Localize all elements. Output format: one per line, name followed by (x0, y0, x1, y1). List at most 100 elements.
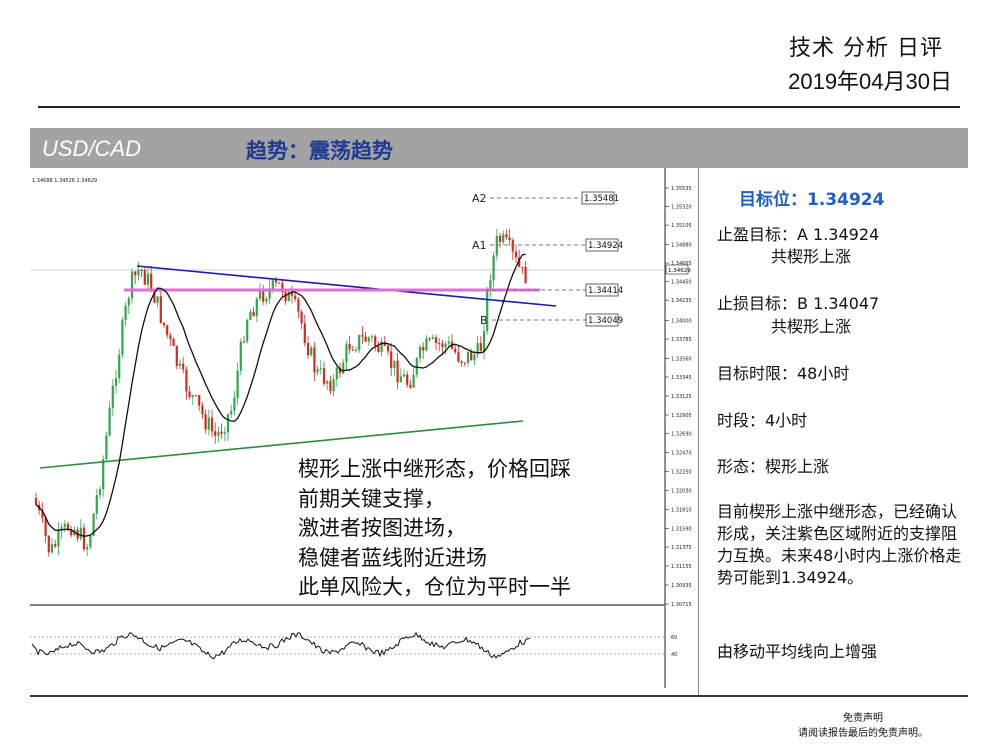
candle-body (92, 513, 95, 536)
candle-body (57, 530, 60, 547)
candle-body (441, 343, 444, 348)
candle-body (300, 311, 303, 324)
candle-body (185, 369, 188, 392)
candle-body (377, 346, 380, 353)
current-price-tag: 1.34629 (665, 264, 691, 275)
period: 时段：4小时 (717, 411, 808, 430)
candle-body (194, 395, 198, 397)
candle-body (156, 296, 159, 303)
candle-body (140, 269, 143, 271)
candle-body (70, 529, 73, 536)
y-tick-label: 1.34000 (671, 318, 692, 324)
level-box (585, 283, 619, 297)
candle-body (316, 368, 319, 373)
candle-body (412, 374, 415, 388)
candle-body (287, 291, 290, 302)
pair-banner: USD/CAD 趋势：震荡趋势 (30, 128, 968, 168)
candle-body (367, 337, 370, 342)
candle-body (380, 341, 383, 353)
candle-body (236, 370, 239, 399)
candle-body (204, 414, 207, 430)
candle-body (508, 237, 511, 241)
candle-body (319, 368, 322, 370)
level-box (585, 238, 619, 252)
candle-body (345, 344, 348, 363)
candle-body (127, 298, 130, 306)
candle-body (172, 338, 175, 347)
candle-body (390, 351, 393, 369)
y-tick-label: 1.35105 (671, 223, 692, 229)
stop-loss-note: 共楔形上涨 (771, 317, 852, 336)
analysis-text: 目前楔形上涨中继形态，已经确认形成，关注紫色区域附近的支撑阻力互换。未来48小时… (717, 502, 962, 587)
take-profit: 止盈目标：A 1.34924 (717, 225, 880, 244)
candle-body (44, 517, 47, 536)
candle-body (89, 535, 92, 548)
candle-body (434, 337, 438, 344)
candle-body (191, 395, 194, 398)
candle-body (514, 251, 518, 258)
candle-body (396, 360, 399, 383)
candle-body (82, 527, 86, 550)
level-name: A2 (472, 192, 487, 205)
chart-annotation: 楔形上涨中继形态，价格回踩 前期关键支撑， 激进者按图进场， 稳健者蓝线附近进场… (298, 455, 571, 603)
level-name: B (480, 314, 488, 327)
candle-body (495, 235, 498, 256)
candle-body (50, 544, 54, 553)
candle-body (118, 354, 121, 379)
candle-body (111, 385, 114, 408)
y-tick-label: 1.31155 (671, 564, 692, 570)
candle-body (108, 407, 111, 436)
candle-body (98, 489, 102, 496)
annotation-line-3: 激进者按图进场， (298, 516, 466, 540)
take-profit-note: 共楔形上涨 (771, 247, 852, 266)
currency-pair: USD/CAD (42, 136, 142, 161)
candle-body (422, 346, 425, 351)
candle-body (482, 331, 486, 352)
candle-body (457, 352, 460, 362)
trend-label: 趋势：震荡趋势 (246, 139, 393, 163)
candles (34, 228, 527, 557)
candle-body (265, 298, 268, 302)
level-value: 1.34414 (588, 286, 623, 296)
rsi-tick-label: 40 (671, 652, 677, 658)
candle-body (399, 376, 402, 383)
level-value: 1.34924 (588, 241, 623, 251)
candle-body (102, 459, 105, 490)
candle-body (511, 240, 514, 252)
stop-loss: 止损目标：B 1.34047 (717, 294, 880, 313)
disclaimer-title: 免责声明 (843, 713, 883, 724)
pattern: 形态：楔形上涨 (717, 457, 830, 476)
annotation-line-1: 楔形上涨中继形态，价格回踩 (298, 457, 571, 481)
candle-body (201, 405, 204, 415)
annotation-line-5: 此单风险大，仓位为平时一半 (298, 575, 571, 599)
y-axis-ticks: 1.35535 1.35320 1.35105 1.34880 1.34665 1.344… (665, 186, 692, 658)
candle-body (268, 288, 271, 299)
annotation-line-2: 前期关键支撑， (298, 486, 445, 511)
candle-body (124, 305, 127, 321)
moving-average-line (35, 253, 526, 537)
candle-body (438, 343, 441, 345)
header-divider (38, 106, 960, 108)
candle-body (418, 346, 422, 359)
y-tick-label: 1.33560 (671, 356, 692, 362)
candle-body (393, 360, 396, 369)
candle-body (335, 367, 338, 380)
candle-body (169, 335, 172, 339)
candle-body (198, 395, 201, 406)
price-chart: 1.34688 1.34526 1.34629 1.35535 1.35320 1.… (30, 168, 697, 688)
candle-body (370, 336, 374, 338)
candle-body (428, 338, 431, 340)
candle-body (175, 346, 178, 366)
candle-body (476, 343, 479, 355)
candle-body (348, 344, 351, 350)
candle-body (230, 410, 233, 415)
candle-body (34, 498, 38, 505)
candle-body (415, 358, 418, 375)
candle-body (489, 280, 492, 290)
candle-body (178, 363, 182, 366)
candle-body (121, 320, 124, 355)
candle-body (162, 322, 166, 326)
candle-body (153, 290, 156, 303)
y-tick-label: 1.30935 (671, 583, 692, 589)
candle-body (498, 235, 502, 242)
